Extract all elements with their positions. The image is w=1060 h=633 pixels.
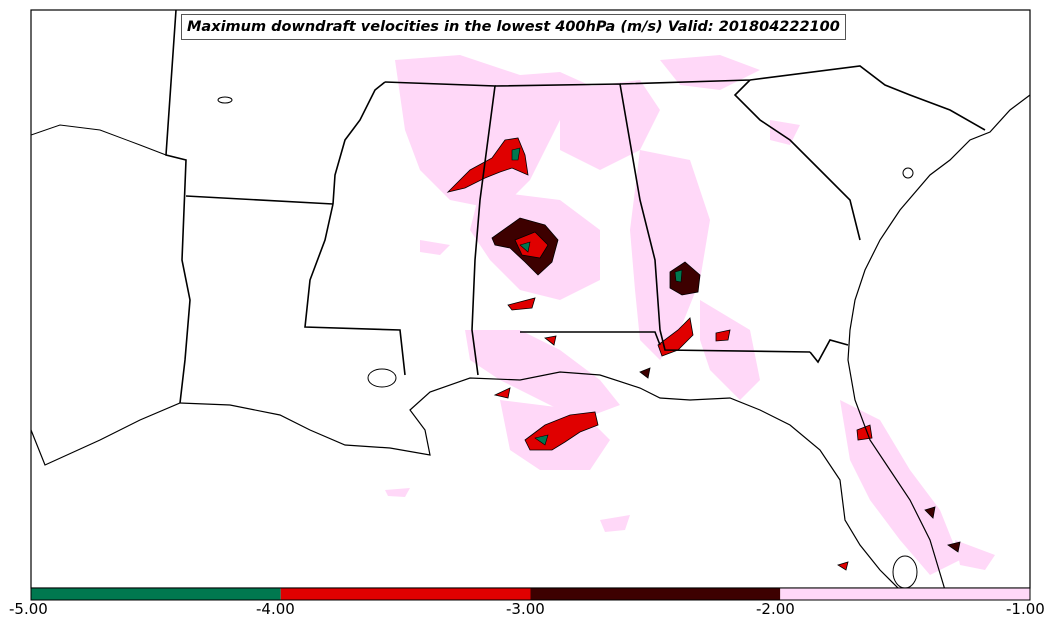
colorbar-bin xyxy=(280,588,531,600)
colorbar-frame xyxy=(30,587,1031,601)
state-borders xyxy=(165,10,986,404)
colorbar-bin xyxy=(780,588,1030,600)
land-outlines xyxy=(31,96,918,588)
colorbar-bin xyxy=(530,588,781,600)
colorbar-tick-label: -1.00 xyxy=(1006,600,1045,618)
weak-downdraft-areas xyxy=(385,55,995,575)
colorbar-tick-label: -2.00 xyxy=(756,600,795,618)
extreme-downdraft-cells xyxy=(511,147,683,446)
colorbar-tick-label: -3.00 xyxy=(506,600,545,618)
colorbar-tick-label: -4.00 xyxy=(256,600,295,618)
colorbar-tick-label: -5.00 xyxy=(9,600,48,618)
colorbar xyxy=(31,588,1030,600)
map-title: Maximum downdraft velocities in the lowe… xyxy=(181,14,846,40)
colorbar-bin xyxy=(31,588,281,600)
coastline-atlantic xyxy=(847,94,1030,588)
coastline xyxy=(31,371,899,588)
